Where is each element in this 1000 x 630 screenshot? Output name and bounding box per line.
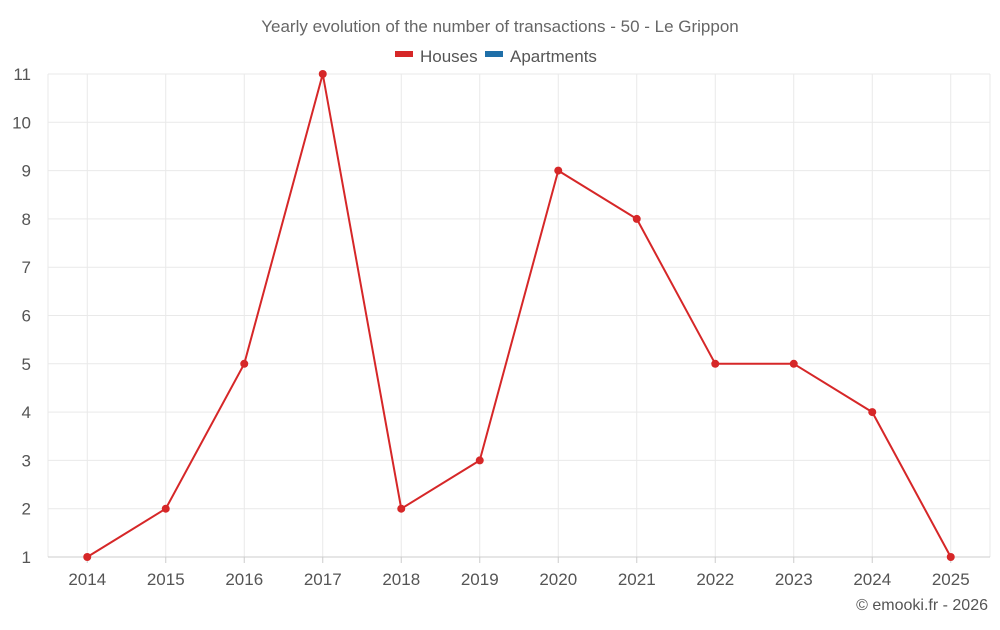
y-tick-label: 3 (22, 451, 31, 470)
series-layer (83, 70, 955, 561)
legend-swatch-houses[interactable] (395, 51, 413, 57)
y-tick-label: 2 (22, 500, 31, 519)
x-tick-label: 2016 (225, 570, 263, 589)
data-point[interactable] (554, 166, 563, 175)
data-point[interactable] (161, 504, 170, 513)
legend[interactable]: Houses Apartments (395, 47, 597, 66)
series-line-houses (86, 73, 952, 558)
data-point[interactable] (240, 359, 249, 368)
x-tick-label: 2021 (618, 570, 656, 589)
x-tick-label: 2020 (539, 570, 577, 589)
x-tick-label: 2025 (932, 570, 970, 589)
data-point[interactable] (397, 504, 406, 513)
credit-text: © emooki.fr - 2026 (856, 597, 988, 614)
grid-layer (47, 73, 991, 558)
data-point[interactable] (83, 553, 92, 561)
axis-layer: 1 2 3 4 5 6 7 8 9 10 11 2014 2015 2016 2017 2018 2019 202… (12, 65, 990, 589)
y-tick-label: 8 (22, 210, 31, 229)
y-tick-label: 1 (22, 548, 31, 567)
x-tick-label: 2024 (853, 570, 891, 589)
data-point[interactable] (632, 214, 641, 223)
data-point[interactable] (711, 359, 720, 368)
y-tick-label: 11 (13, 65, 31, 84)
y-tick-label: 7 (22, 258, 31, 277)
data-point[interactable] (946, 553, 955, 561)
y-tick-label: 10 (12, 113, 31, 132)
x-tick-label: 2015 (147, 570, 185, 589)
data-point[interactable] (318, 70, 327, 78)
x-tick-label: 2017 (304, 570, 342, 589)
y-tick-label: 6 (22, 307, 31, 326)
legend-swatch-apartments[interactable] (485, 51, 503, 57)
x-tick-label: 2019 (461, 570, 499, 589)
chart-title: Yearly evolution of the number of transa… (261, 17, 739, 36)
x-tick-label: 2014 (68, 570, 106, 589)
data-point[interactable] (868, 408, 877, 417)
x-tick-label: 2023 (775, 570, 813, 589)
x-tick-label: 2022 (696, 570, 734, 589)
data-point[interactable] (475, 456, 484, 465)
x-tick-label: 2018 (382, 570, 420, 589)
y-tick-label: 4 (22, 403, 31, 422)
legend-label-houses[interactable]: Houses (420, 47, 478, 66)
legend-label-apartments[interactable]: Apartments (510, 47, 597, 66)
data-point[interactable] (789, 359, 798, 368)
y-tick-label: 5 (22, 355, 31, 374)
y-tick-label: 9 (22, 162, 31, 181)
